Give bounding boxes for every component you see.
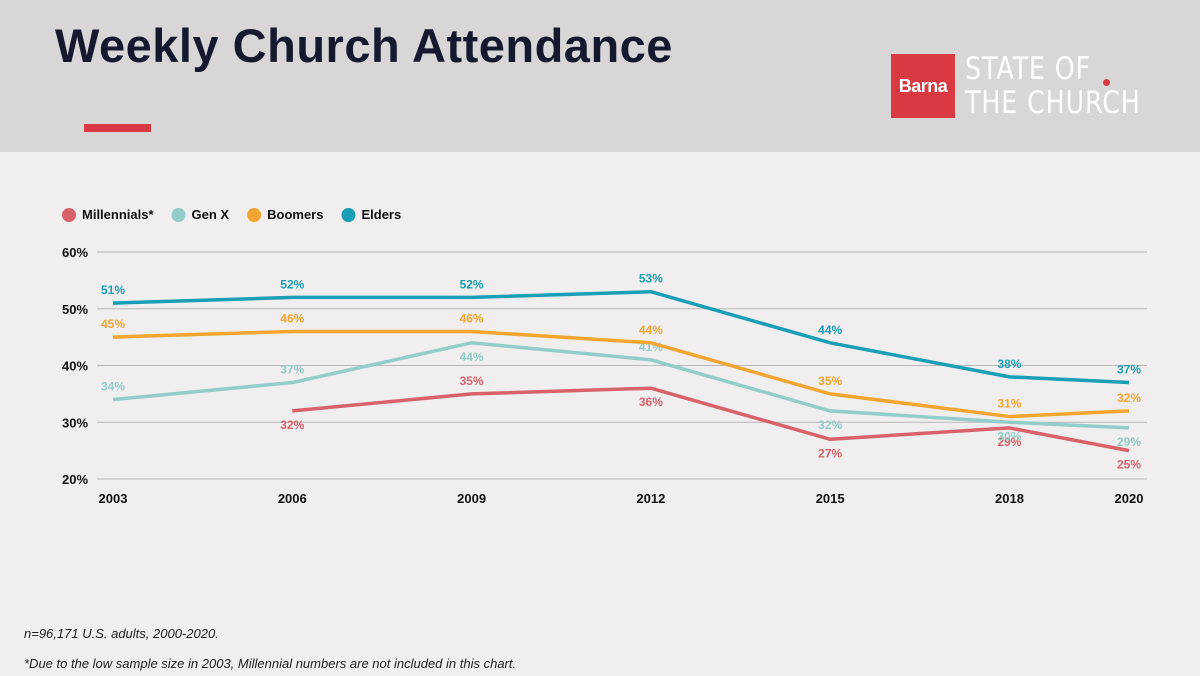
logo-line-1: STATE OF: [965, 51, 1091, 87]
series-line-millennials: [292, 386, 1130, 453]
series-line-gen-x: [112, 341, 1130, 430]
data-label: 34%: [101, 380, 125, 394]
data-label: 52%: [460, 277, 484, 291]
logo-dot-icon: [1103, 79, 1110, 86]
data-label: 32%: [280, 418, 304, 432]
header-banner: Weekly Church Attendance Barna STATE OF …: [0, 0, 1200, 152]
sample-size-n: n: [24, 626, 32, 641]
data-label: 46%: [280, 311, 304, 325]
x-tick-label: 2003: [99, 491, 128, 506]
legend-label: Gen X: [192, 207, 230, 222]
y-tick-label: 20%: [62, 472, 88, 487]
y-tick-label: 60%: [62, 245, 88, 260]
data-label: 29%: [997, 435, 1021, 449]
legend-label: Millennials*: [82, 207, 154, 222]
data-label: 25%: [1117, 458, 1141, 472]
state-of-the-church-logo: STATE OF THE CHURCH: [965, 51, 1141, 121]
data-label: 52%: [280, 277, 304, 291]
x-tick-label: 2020: [1115, 491, 1144, 506]
legend-marker-icon: [62, 208, 76, 222]
x-tick-label: 2018: [995, 491, 1024, 506]
legend-label: Boomers: [267, 207, 323, 222]
data-label: 32%: [1117, 391, 1141, 405]
sample-size-text: =96,171 U.S. adults, 2000-2020.: [31, 626, 219, 641]
title-accent-bar: [84, 124, 151, 132]
data-label: 44%: [818, 323, 842, 337]
data-label: 35%: [818, 374, 842, 388]
data-label: 46%: [460, 311, 484, 325]
data-label: 31%: [997, 397, 1021, 411]
y-tick-label: 30%: [62, 415, 88, 430]
data-label: 44%: [639, 323, 663, 337]
data-label: 45%: [101, 317, 125, 331]
data-label: 44%: [460, 350, 484, 364]
data-label: 35%: [460, 374, 484, 388]
legend-marker-icon: [341, 208, 356, 222]
legend-marker-icon: [247, 208, 262, 222]
data-label: 30%: [997, 429, 1021, 443]
data-label: 29%: [1117, 435, 1141, 449]
sample-size-footnote: n=96,171 U.S. adults, 2000-2020.: [24, 626, 219, 641]
data-label: 36%: [639, 395, 663, 409]
barna-logo: Barna: [891, 54, 955, 118]
data-label: 38%: [997, 357, 1021, 371]
x-tick-label: 2012: [636, 491, 665, 506]
data-label: 51%: [101, 283, 125, 297]
millennial-footnote: *Due to the low sample size in 2003, Mil…: [24, 656, 517, 671]
series-line-boomers: [112, 329, 1130, 419]
line-chart: 20% 30% 40% 50% 60% 2003 2006 2009 2012 2015 2018 2…: [62, 207, 1147, 506]
y-tick-label: 40%: [62, 359, 88, 374]
legend-label: Elders: [361, 207, 401, 222]
x-tick-label: 2006: [278, 491, 307, 506]
data-label: 37%: [280, 363, 304, 377]
data-label: 27%: [818, 446, 842, 460]
x-tick-label: 2015: [816, 491, 845, 506]
data-label: 32%: [818, 418, 842, 432]
data-label: 53%: [639, 272, 663, 286]
data-label: 37%: [1117, 363, 1141, 377]
page-title: Weekly Church Attendance: [55, 19, 673, 72]
legend-marker-icon: [171, 208, 186, 222]
y-tick-label: 50%: [62, 302, 88, 317]
series-line-elders: [112, 289, 1130, 385]
logo-line-2: THE CHURCH: [965, 85, 1141, 121]
x-tick-label: 2009: [457, 491, 486, 506]
